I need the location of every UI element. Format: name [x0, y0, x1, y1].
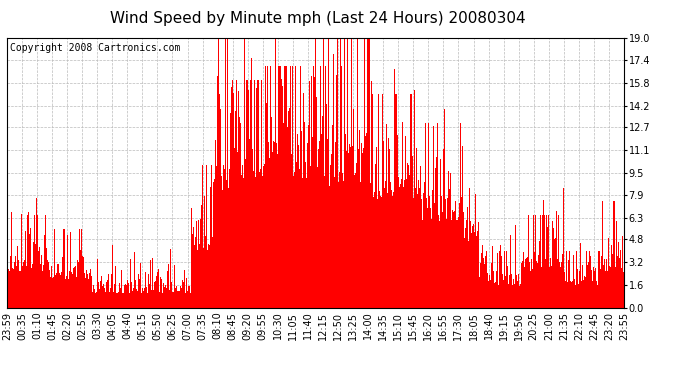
Text: Wind Speed by Minute mph (Last 24 Hours) 20080304: Wind Speed by Minute mph (Last 24 Hours)… [110, 11, 525, 26]
Text: Copyright 2008 Cartronics.com: Copyright 2008 Cartronics.com [10, 43, 180, 53]
